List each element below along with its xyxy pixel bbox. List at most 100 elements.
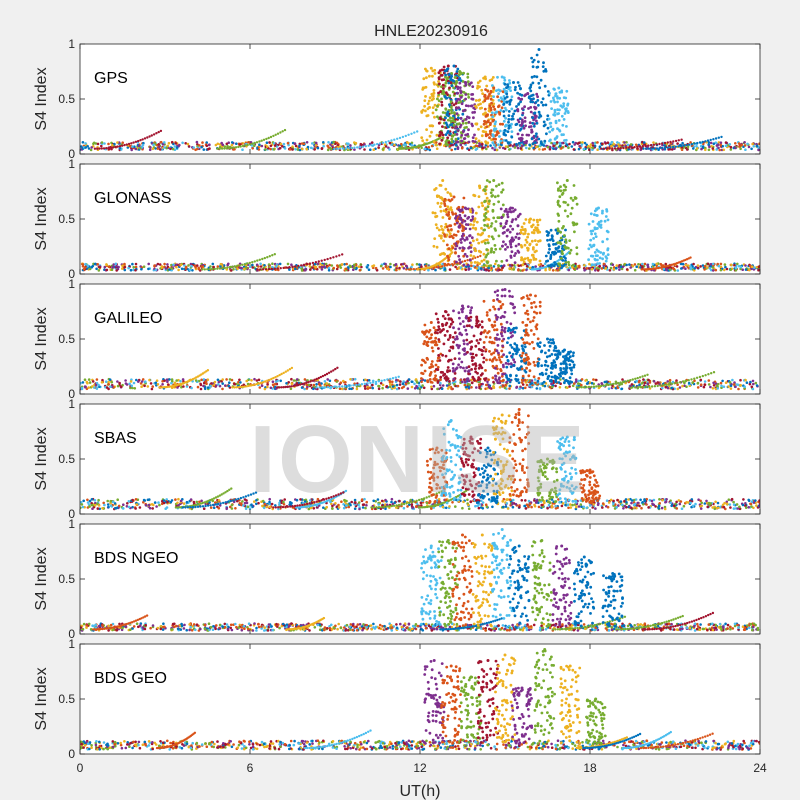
burst-point	[473, 247, 476, 250]
quiet-point	[716, 387, 719, 390]
burst-point	[564, 185, 568, 189]
arc-point	[257, 382, 261, 385]
quiet-point	[121, 264, 124, 268]
quiet-point	[84, 142, 87, 145]
arc-point	[677, 145, 680, 148]
quiet-point	[286, 262, 290, 266]
burst-point	[451, 90, 455, 94]
quiet-point	[609, 266, 613, 270]
burst-point	[450, 109, 453, 112]
quiet-point	[670, 148, 674, 151]
burst-point	[434, 328, 438, 332]
quiet-point	[725, 144, 728, 147]
quiet-point	[358, 268, 362, 272]
burst-point	[439, 378, 442, 382]
quiet-point	[151, 385, 154, 388]
quiet-point	[716, 143, 720, 146]
quiet-point	[92, 386, 96, 389]
quiet-point	[684, 267, 687, 271]
quiet-point	[548, 145, 552, 149]
burst-point	[502, 110, 506, 113]
burst-point	[435, 226, 439, 230]
burst-point	[491, 115, 495, 119]
quiet-point	[508, 148, 511, 151]
quiet-point	[126, 146, 130, 149]
quiet-point	[116, 384, 120, 388]
quiet-point	[681, 141, 684, 145]
burst-point	[516, 118, 520, 122]
quiet-point	[405, 265, 409, 268]
quiet-point	[487, 269, 491, 272]
quiet-point	[478, 142, 481, 145]
quiet-point	[293, 142, 297, 145]
quiet-point	[703, 383, 707, 386]
quiet-point	[379, 264, 383, 268]
burst-point	[463, 214, 467, 218]
arc-point	[323, 373, 327, 377]
arc-point	[264, 268, 268, 271]
arc-point	[619, 147, 622, 150]
arc-point	[284, 370, 287, 373]
arc-point	[268, 255, 271, 258]
burst-point	[531, 81, 535, 85]
burst-point	[471, 139, 475, 143]
quiet-point	[350, 387, 353, 391]
burst-point	[542, 124, 546, 128]
quiet-point	[398, 144, 402, 148]
burst-point	[420, 136, 424, 140]
quiet-point	[372, 264, 376, 267]
burst-point	[462, 263, 466, 267]
arc-point	[387, 140, 390, 143]
quiet-point	[623, 141, 626, 144]
arc-point	[625, 146, 628, 149]
burst-point	[475, 220, 479, 224]
burst-point	[569, 212, 573, 216]
quiet-point	[596, 141, 599, 144]
arc-point	[292, 384, 296, 388]
quiet-point	[278, 262, 282, 266]
burst-peak-point	[444, 75, 447, 79]
burst-point	[462, 90, 466, 94]
quiet-point	[88, 381, 92, 384]
burst-point	[546, 259, 550, 263]
quiet-point	[643, 141, 646, 144]
arc-point	[416, 130, 419, 133]
quiet-point	[298, 144, 301, 148]
quiet-point	[725, 267, 729, 271]
burst-point	[450, 228, 453, 231]
quiet-point	[679, 262, 683, 266]
burst-point	[446, 254, 449, 258]
quiet-point	[508, 387, 511, 390]
burst-point	[431, 124, 435, 128]
quiet-point	[418, 387, 422, 390]
burst-point	[477, 195, 481, 199]
quiet-point	[209, 384, 212, 388]
arc-point	[366, 382, 369, 385]
quiet-point	[153, 264, 156, 267]
burst-point	[519, 127, 523, 131]
burst-point	[494, 111, 497, 115]
quiet-point	[448, 268, 452, 271]
burst-point	[435, 133, 439, 137]
burst-point	[516, 232, 519, 236]
arc-point	[710, 372, 713, 375]
arc-point	[690, 378, 693, 381]
burst-point	[491, 111, 494, 115]
burst-point	[501, 231, 505, 235]
arc-point	[681, 380, 685, 383]
quiet-point	[120, 385, 123, 389]
burst-point	[523, 228, 527, 231]
arc-point	[118, 145, 122, 148]
burst-point	[453, 76, 457, 79]
quiet-point	[163, 146, 166, 149]
quiet-point	[568, 266, 572, 270]
burst-point	[430, 346, 434, 350]
arc-point	[669, 140, 672, 144]
arc-point	[288, 368, 292, 371]
quiet-point	[703, 264, 707, 268]
arc-point	[296, 383, 300, 387]
quiet-point	[584, 379, 587, 382]
quiet-point	[110, 268, 114, 272]
quiet-point	[324, 262, 328, 266]
arc-point	[232, 146, 235, 149]
